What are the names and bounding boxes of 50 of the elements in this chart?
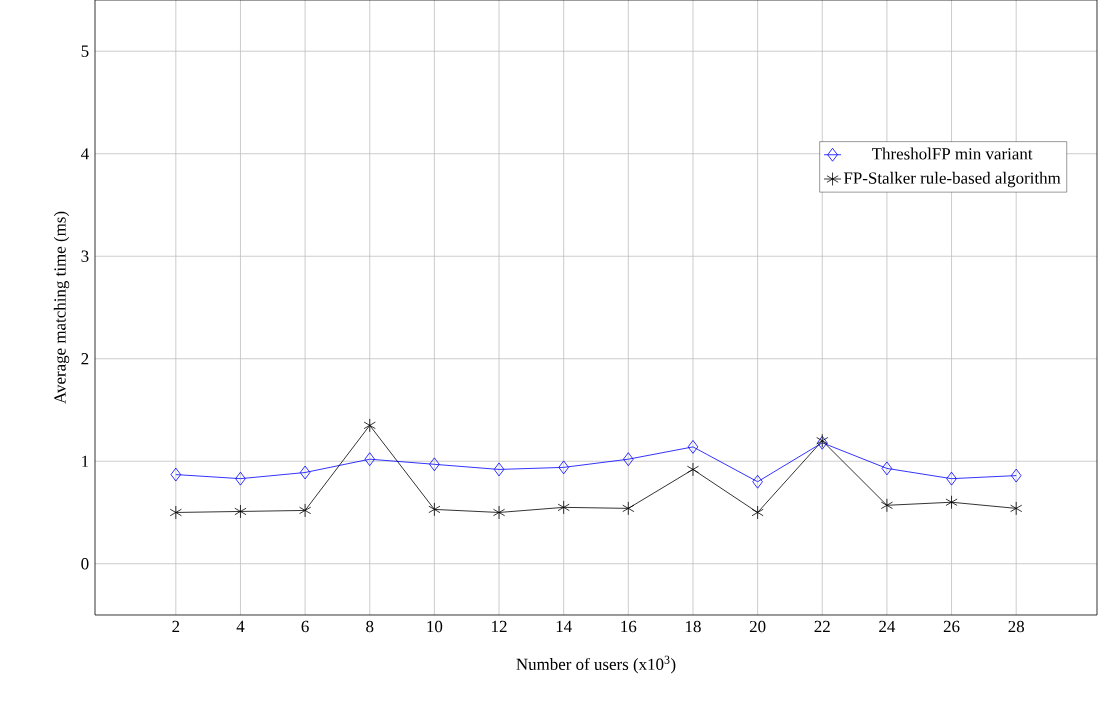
y-tick-label: 1: [82, 455, 89, 467]
legend-label: ThresholFP min variant: [871, 147, 1033, 160]
point: [751, 505, 764, 520]
point: [623, 452, 634, 467]
x-axis-title: Number of users (x10$^{3}$): [516, 655, 676, 674]
x-tick-label: 20: [749, 620, 766, 633]
x-tick-label: 2: [172, 620, 180, 633]
point: [880, 498, 893, 513]
point: [687, 440, 699, 454]
point: [1010, 501, 1023, 516]
point: [363, 418, 376, 433]
x-tick-label: 16: [621, 620, 637, 633]
point: [686, 462, 699, 477]
point: [493, 462, 505, 477]
x-tick-label: 6: [301, 620, 309, 633]
x-tick-label: 24: [879, 620, 896, 633]
point: [364, 452, 375, 467]
point: [1010, 468, 1022, 483]
point: [299, 503, 312, 518]
point: [945, 495, 958, 510]
x-tick-label: 22: [814, 620, 830, 633]
x-tick-label: 10: [427, 620, 443, 633]
legend-label: FP-Stalker rule-based algorithm: [843, 171, 1061, 188]
x-tick-label: 18: [685, 620, 701, 633]
x-tick-label: 14: [556, 620, 572, 633]
y-tick-label: 5: [81, 45, 89, 57]
point: [558, 460, 569, 475]
point: [557, 500, 570, 515]
y-tick-label: 0: [81, 558, 89, 570]
x-tick-label: 12: [492, 620, 507, 633]
point: [235, 471, 246, 486]
point: [752, 474, 763, 489]
y-axis-title: Average matching time (ms): [53, 211, 70, 404]
x-tick-label: 4: [236, 620, 245, 632]
y-tick-label: 4: [81, 148, 89, 160]
point: [493, 505, 506, 520]
x-tick-label: 8: [366, 620, 374, 633]
x-tick-label: 28: [1008, 620, 1025, 633]
point: [234, 504, 247, 519]
point: [299, 465, 311, 480]
point: [169, 505, 182, 520]
point: [881, 461, 893, 476]
point: [429, 457, 440, 472]
point: [622, 501, 635, 516]
point: [170, 467, 182, 482]
y-tick-label: 3: [81, 250, 89, 262]
point: [946, 471, 957, 486]
y-tick-label: 2: [81, 353, 89, 365]
x-tick-label: 26: [943, 620, 960, 633]
point: [428, 502, 441, 517]
